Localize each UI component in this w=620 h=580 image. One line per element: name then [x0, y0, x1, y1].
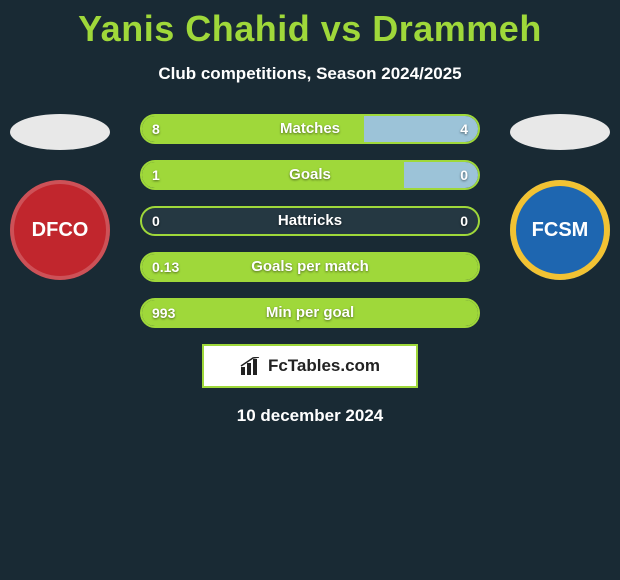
bar-label: Matches	[142, 116, 478, 142]
subtitle: Club competitions, Season 2024/2025	[0, 64, 620, 84]
player-left-badge-text: DFCO	[32, 220, 89, 241]
bar-chart-icon	[240, 357, 262, 375]
bar-label: Hattricks	[142, 208, 478, 234]
bar-label: Goals per match	[142, 254, 478, 280]
date-text: 10 december 2024	[0, 406, 620, 426]
comparison-bars: 8Matches41Goals00Hattricks00.13Goals per…	[140, 114, 480, 328]
player-right-oval	[510, 114, 610, 150]
bar-value-right: 0	[460, 162, 468, 188]
bar-label: Goals	[142, 162, 478, 188]
fctables-logo-text: FcTables.com	[268, 356, 380, 376]
player-left-column: DFCO	[0, 114, 120, 280]
comparison-area: DFCO FCSM 8Matches41Goals00Hattricks00.1…	[0, 114, 620, 426]
player-right-badge: FCSM	[510, 180, 610, 280]
bar-label: Min per goal	[142, 300, 478, 326]
page-title: Yanis Chahid vs Drammeh	[0, 0, 620, 50]
bar-row: 993Min per goal	[140, 298, 480, 328]
player-left-oval	[10, 114, 110, 150]
player-right-badge-text: FCSM	[532, 220, 589, 241]
fctables-logo: FcTables.com	[202, 344, 418, 388]
bar-row: 1Goals0	[140, 160, 480, 190]
player-right-column: FCSM	[500, 114, 620, 280]
bar-row: 0.13Goals per match	[140, 252, 480, 282]
player-left-badge: DFCO	[10, 180, 110, 280]
bar-row: 8Matches4	[140, 114, 480, 144]
bar-row: 0Hattricks0	[140, 206, 480, 236]
bar-value-right: 0	[460, 208, 468, 234]
bar-value-right: 4	[460, 116, 468, 142]
